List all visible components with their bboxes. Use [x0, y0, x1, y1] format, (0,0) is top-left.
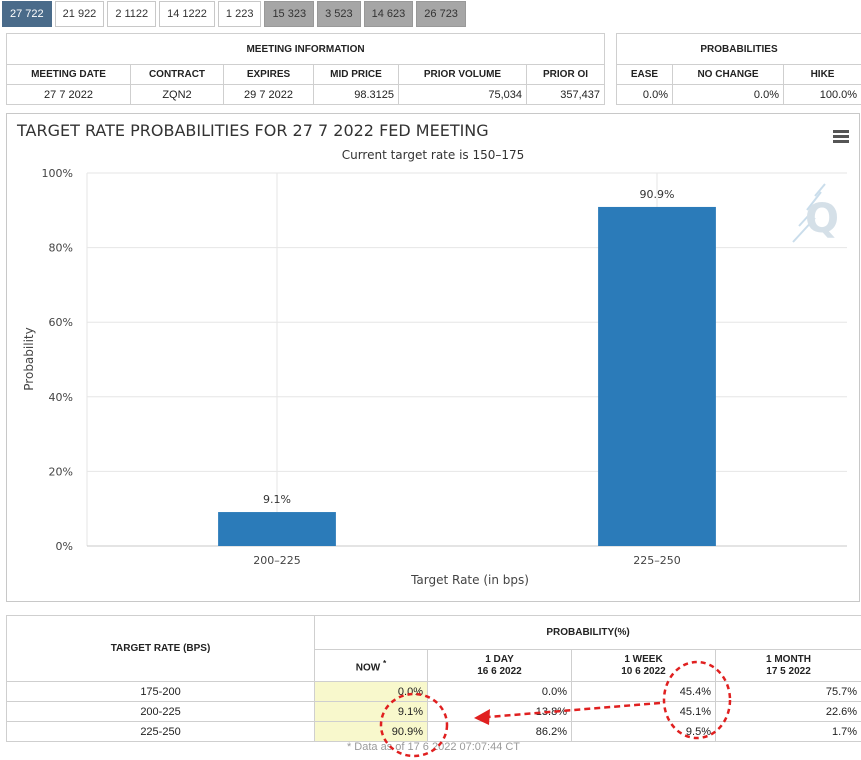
one-day-cell: 0.0% — [427, 681, 572, 702]
hamburger-menu-icon[interactable] — [831, 128, 851, 148]
column-header: EXPIRES — [223, 64, 314, 85]
meeting-tab[interactable]: 1 223 — [217, 1, 262, 27]
target-rate-cell: 175-200 — [6, 681, 315, 702]
meeting-information-table: MEETING INFORMATION MEETING DATE CONTRAC… — [5, 33, 606, 105]
column-header: EASE — [616, 64, 673, 85]
y-tick-label: 80% — [49, 242, 73, 255]
one-week-cell: 9.5% — [571, 721, 716, 742]
one-month-cell: 22.6% — [714, 701, 861, 722]
now-cell: 9.1% — [314, 701, 428, 722]
x-tick-label: 200–225 — [253, 554, 301, 567]
one-day-header: 1 DAY 16 6 2022 — [427, 649, 572, 682]
target-rate-chart-panel: TARGET RATE PROBABILITIES FOR 27 7 2022 … — [6, 113, 860, 602]
svg-text:Q: Q — [805, 196, 839, 242]
meeting-information-title: MEETING INFORMATION — [5, 33, 606, 65]
chart-subtitle: Current target rate is 150–175 — [342, 148, 525, 162]
q-logo-icon: Q — [792, 183, 839, 243]
mid-price-cell: 98.3125 — [313, 84, 399, 105]
bar-data-label: 9.1% — [263, 493, 291, 506]
ease-cell: 0.0% — [616, 84, 673, 105]
column-header: CONTRACT — [130, 64, 224, 85]
y-tick-label: 20% — [49, 465, 73, 478]
y-tick-label: 0% — [56, 540, 73, 553]
meeting-tab[interactable]: 21 922 — [54, 1, 105, 27]
hike-cell: 100.0% — [782, 84, 861, 105]
y-tick-label: 40% — [49, 391, 73, 404]
bar-data-label: 90.9% — [640, 188, 675, 201]
target-rate-cell: 225-250 — [6, 721, 315, 742]
contract-cell: ZQN2 — [130, 84, 224, 105]
column-header: PRIOR OI — [525, 64, 606, 85]
meeting-tab[interactable]: 26 723 — [416, 1, 466, 27]
no-change-cell: 0.0% — [672, 84, 784, 105]
meeting-tab[interactable]: 2 1122 — [107, 1, 157, 27]
one-month-header: 1 MONTH 17 5 2022 — [714, 649, 861, 682]
table-row: 225-250 90.9% 86.2% 9.5% 1.7% — [6, 721, 861, 742]
meeting-tabs: 27 722 21 922 2 1122 14 1222 1 223 15 32… — [2, 1, 469, 27]
table-row: 175-200 0.0% 0.0% 45.4% 75.7% — [6, 681, 861, 702]
expires-cell: 29 7 2022 — [223, 84, 314, 105]
column-header: MEETING DATE — [6, 64, 131, 85]
prior-volume-cell: 75,034 — [398, 84, 527, 105]
meeting-tab[interactable]: 3 523 — [317, 1, 361, 27]
column-header: MID PRICE — [313, 64, 399, 85]
column-header: PRIOR VOLUME — [398, 64, 527, 85]
target-rate-cell: 200-225 — [6, 701, 315, 722]
one-week-cell: 45.4% — [571, 681, 716, 702]
y-tick-label: 100% — [42, 167, 73, 180]
x-tick-label: 225–250 — [633, 554, 681, 567]
column-header: HIKE — [782, 64, 861, 85]
column-header: NO CHANGE — [672, 64, 784, 85]
bar[interactable] — [218, 512, 336, 546]
now-header: NOW * — [314, 649, 428, 682]
now-cell: 90.9% — [314, 721, 428, 742]
prior-oi-cell: 357,437 — [525, 84, 606, 105]
one-week-cell: 45.1% — [571, 701, 716, 722]
meeting-tab[interactable]: 14 1222 — [159, 1, 215, 27]
probability-header: PROBABILITY(%) — [313, 615, 861, 650]
y-axis-label: Probability — [22, 327, 36, 390]
now-cell: 0.0% — [314, 681, 428, 702]
meeting-tab[interactable]: 15 323 — [264, 1, 315, 27]
one-month-cell: 1.7% — [714, 721, 861, 742]
one-day-cell: 13.8% — [427, 701, 572, 722]
y-tick-label: 60% — [49, 316, 73, 329]
one-week-header: 1 WEEK 10 6 2022 — [571, 649, 716, 682]
target-rate-header: TARGET RATE (BPS) — [6, 615, 315, 682]
meeting-tab[interactable]: 14 623 — [363, 1, 414, 27]
one-month-cell: 75.7% — [714, 681, 861, 702]
chart-title: TARGET RATE PROBABILITIES FOR 27 7 2022 … — [16, 121, 489, 140]
target-rate-chart: TARGET RATE PROBABILITIES FOR 27 7 2022 … — [16, 121, 851, 587]
probability-history-table: TARGET RATE (BPS) PROBABILITY(%) NOW * 1… — [6, 615, 861, 742]
probabilities-table: PROBABILITIES EASE NO CHANGE HIKE 0.0% 0… — [615, 33, 861, 105]
probabilities-title: PROBABILITIES — [615, 33, 861, 65]
x-axis-label: Target Rate (in bps) — [410, 573, 529, 587]
table-row: 200-225 9.1% 13.8% 45.1% 22.6% — [6, 701, 861, 722]
data-timestamp-footnote: * Data as of 17 6 2022 07:07:44 CT — [346, 741, 521, 753]
bar[interactable] — [598, 206, 716, 546]
meeting-date-cell: 27 7 2022 — [6, 84, 131, 105]
meeting-tab[interactable]: 27 722 — [2, 1, 52, 27]
one-day-cell: 86.2% — [427, 721, 572, 742]
